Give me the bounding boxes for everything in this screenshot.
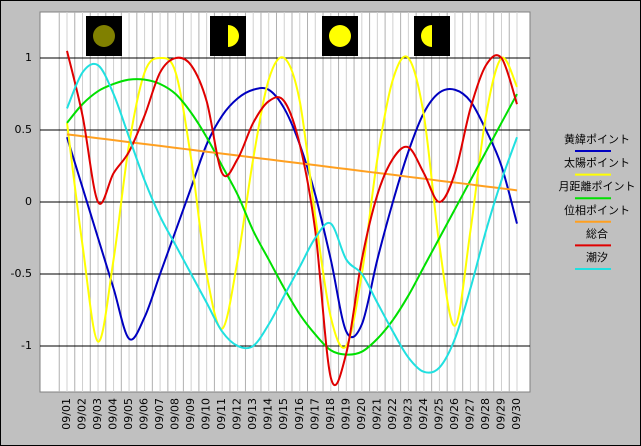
x-tick-label: 09/11 [215,398,228,430]
y-tick-label: 0 [25,195,32,208]
series-line [66,86,518,341]
x-tick-label: 09/05 [122,398,135,430]
x-tick-label: 09/23 [401,398,414,430]
x-tick-label: 09/06 [138,398,151,430]
legend-label: 月距離ポイント [559,179,636,193]
x-tick-label: 09/04 [107,398,120,430]
series-line [66,50,518,387]
x-tick-label: 09/08 [169,398,182,430]
moon-first-half [228,25,239,47]
moon-full-disc [329,25,351,47]
y-tick-label: 0.5 [15,123,33,136]
legend-label: 総合 [586,226,608,240]
moon-icons [86,16,450,56]
x-tick-label: 09/07 [153,398,166,430]
legend-label: 位相ポイント [564,203,630,217]
moon-new-disc [93,25,115,47]
x-tick-label: 09/15 [277,398,290,430]
x-tick-label: 09/16 [293,398,306,430]
x-tick-label: 09/10 [200,398,213,430]
series-line [66,55,518,349]
x-tick-label: 09/13 [246,398,259,430]
x-tick-label: 09/25 [432,398,445,430]
x-tick-label: 09/21 [370,398,383,430]
x-tick-label: 09/17 [308,398,321,430]
x-tick-label: 09/30 [510,398,523,430]
x-tick-label: 09/09 [184,398,197,430]
series-line [66,133,518,192]
legend-label: 太陽ポイント [564,157,630,170]
legend-label: 黄緯ポイント [564,132,630,146]
x-tick-label: 09/24 [417,398,430,430]
series-line [66,62,518,374]
x-tick-label: 09/01 [60,398,73,430]
x-tick-label: 09/19 [339,398,352,430]
y-tick-label: -1 [21,339,32,352]
legend-label: 潮汐 [586,250,608,264]
x-tick-label: 09/22 [386,398,399,430]
y-tick-label: -0.5 [11,267,32,280]
x-tick-label: 09/12 [231,398,244,430]
series-line [66,78,518,356]
x-tick-label: 09/28 [479,398,492,430]
x-tick-label: 09/26 [448,398,461,430]
y-tick-label: 1 [25,51,32,64]
x-tick-label: 09/20 [355,398,368,430]
x-tick-label: 09/29 [494,398,507,430]
x-tick-label: 09/14 [262,398,275,430]
moon-last-half [421,25,432,47]
x-tick-label: 09/18 [324,398,337,430]
x-tick-label: 09/03 [91,398,104,430]
x-tick-label: 09/02 [76,398,89,430]
x-tick-label: 09/27 [463,398,476,430]
